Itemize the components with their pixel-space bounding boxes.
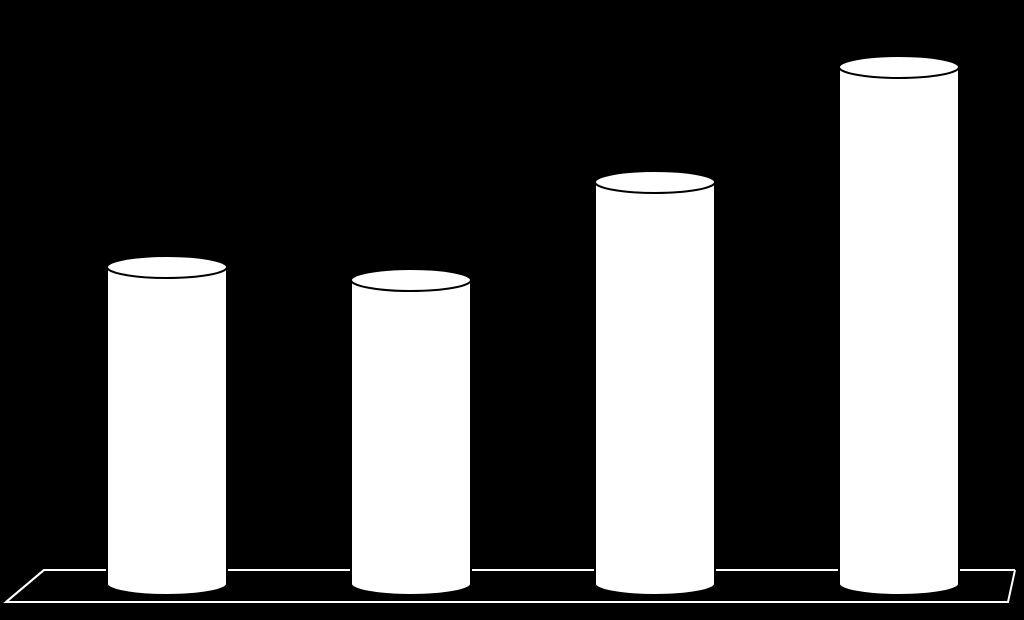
bar-4 (839, 56, 959, 595)
chart-svg (0, 0, 1024, 620)
bar-2 (351, 269, 471, 595)
bar-3 (595, 171, 715, 595)
chart-stage (0, 0, 1024, 620)
bar-1 (107, 256, 227, 595)
